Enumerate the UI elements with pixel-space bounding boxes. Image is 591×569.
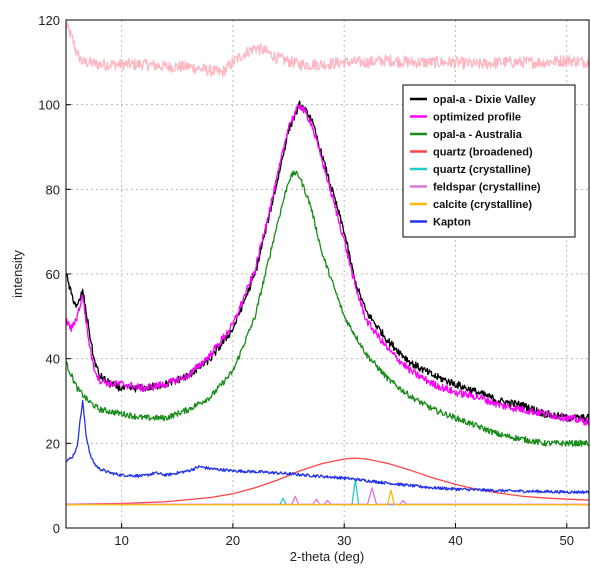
- x-tick-label-3: 40: [448, 533, 462, 548]
- series-line-3: [65, 457, 590, 505]
- series-line-7: [65, 399, 590, 495]
- series-group: [65, 22, 590, 506]
- y-axis-label: intensity: [10, 250, 25, 298]
- legend-label-5: feldspar (crystalline): [433, 182, 541, 194]
- series-line-1: [65, 104, 590, 426]
- legend-label-4: quartz (crystalline): [433, 164, 531, 176]
- y-tick-label-2: 40: [46, 352, 60, 367]
- x-tick-label-4: 50: [560, 533, 574, 548]
- legend-label-0: opal-a - Dixie Valley: [433, 94, 537, 106]
- y-tick-label-5: 100: [38, 98, 60, 113]
- series-line-2: [65, 170, 589, 447]
- legend-box: [402, 84, 576, 238]
- y-tick-label-6: 120: [38, 13, 60, 28]
- ticks-group: 10 20 30 40 50 0 20 40 60 80 100 120: [38, 13, 574, 548]
- legend-label-6: calcite (crystalline): [433, 199, 532, 211]
- series-line-0: [65, 100, 590, 423]
- legend: opal-a - Dixie Valley optimized profile op…: [402, 84, 576, 238]
- x-tick-label-1: 20: [226, 533, 240, 548]
- x-tick-label-0: 10: [114, 533, 128, 548]
- y-tick-label-3: 60: [46, 267, 60, 282]
- series-line-8: [65, 22, 590, 78]
- x-tick-label-2: 30: [337, 533, 351, 548]
- y-tick-label-0: 0: [53, 521, 60, 536]
- legend-label-2: opal-a - Australia: [433, 129, 523, 141]
- series-line-5: [66, 487, 589, 505]
- y-tick-label-4: 80: [46, 182, 60, 197]
- legend-label-1: optimized profile: [433, 112, 521, 124]
- legend-label-3: quartz (broadened): [433, 147, 533, 159]
- y-tick-label-1: 20: [46, 436, 60, 451]
- legend-label-7: Kapton: [433, 217, 471, 229]
- series-line-6: [66, 489, 589, 506]
- x-axis-label: 2-theta (deg): [290, 549, 364, 564]
